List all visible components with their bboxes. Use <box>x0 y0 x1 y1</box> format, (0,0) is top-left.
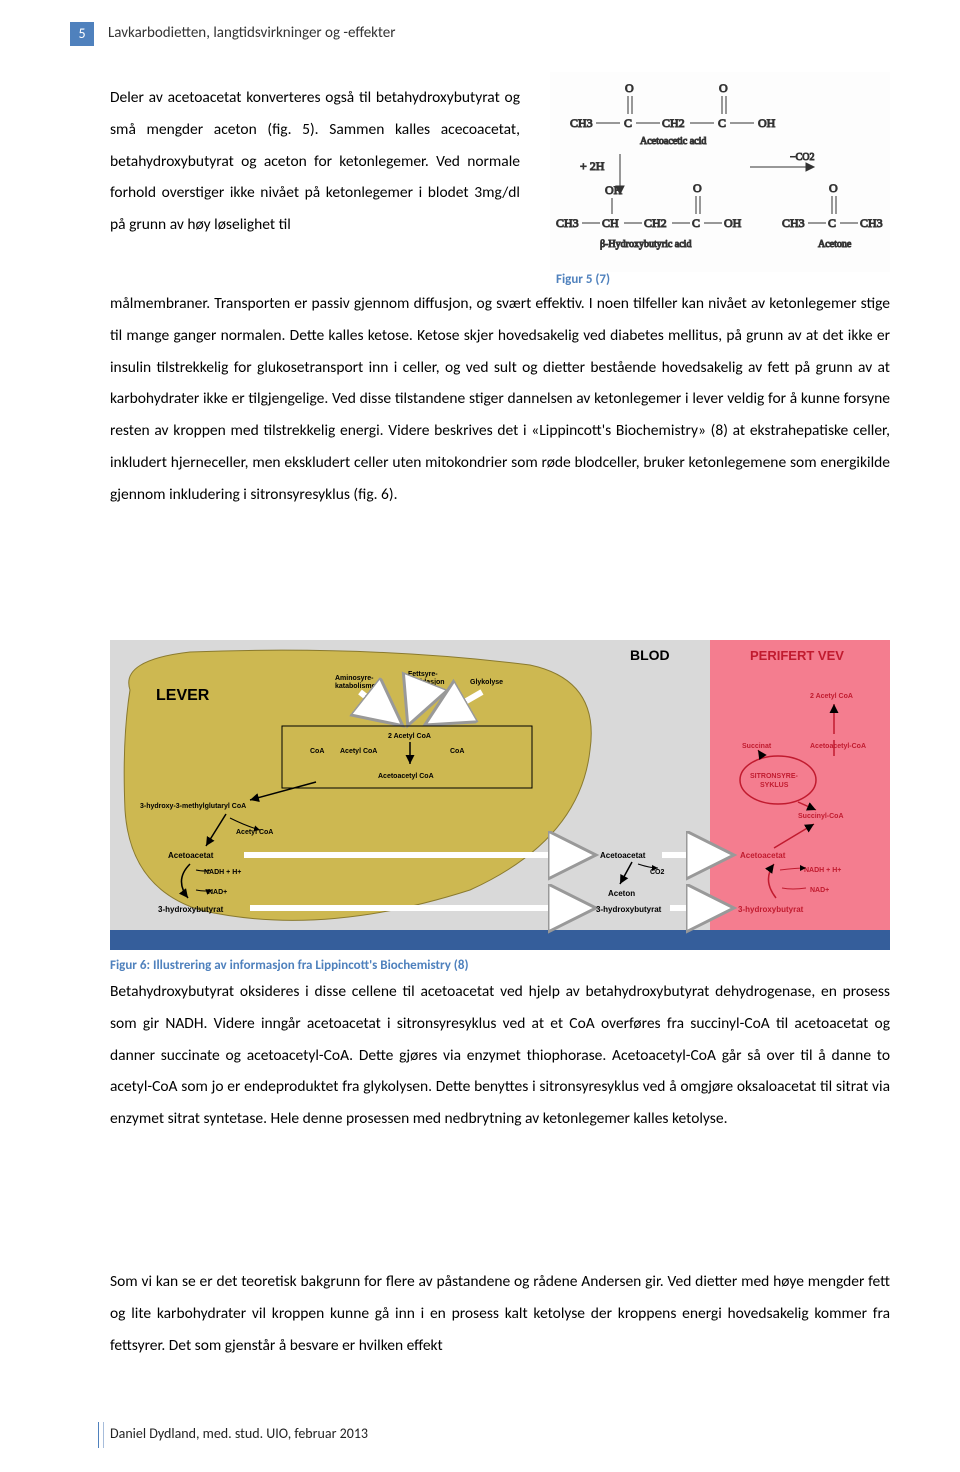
plus-2h: + 2H <box>580 159 605 173</box>
bhb-label: β-Hydroxybutyric acid <box>600 239 691 250</box>
chem-ch2: CH2 <box>644 216 667 230</box>
chem-ch3: CH3 <box>860 216 883 230</box>
perifert-label: PERIFERT VEV <box>750 648 844 663</box>
footer-text: Daniel Dydland, med. stud. UIO, februar … <box>110 1425 368 1442</box>
chem-ch2: CH2 <box>662 116 685 130</box>
paragraph-1a: Deler av acetoacetat konverteres også ti… <box>110 82 520 241</box>
chem-ch: CH <box>602 216 619 230</box>
chem-c: C <box>828 216 836 230</box>
chem-o: O <box>829 181 838 195</box>
chem-oh: OH <box>605 183 623 197</box>
acetylcoa-out: Acetyl CoA <box>236 829 273 836</box>
hmg-label: 3-hydroxy-3-methylglutaryl CoA <box>140 803 246 810</box>
footer-accent <box>98 1422 104 1448</box>
coa-l: CoA <box>310 748 324 755</box>
bhb3-l: 3-hydroxybutyrat <box>158 905 224 914</box>
nadhh-r: NADH + H+ <box>804 867 841 874</box>
acetoacetat-b: Acetoacetat <box>600 851 646 860</box>
figure-6-caption: Figur 6: Illustrering av informasjon fra… <box>110 958 469 973</box>
acetylcoa-l: Acetyl CoA <box>340 748 377 755</box>
chem-oh: OH <box>758 116 776 130</box>
blod-label: BLOD <box>630 647 670 663</box>
chem-c: C <box>718 116 726 130</box>
coa-r: CoA <box>450 748 464 755</box>
chem-oh: OH <box>724 216 742 230</box>
chem-ch3: CH3 <box>782 216 805 230</box>
chem-o: O <box>719 81 728 95</box>
nad-r: NAD+ <box>810 887 829 894</box>
chem-o: O <box>625 81 634 95</box>
chem-c: C <box>624 116 632 130</box>
tissue-shape <box>710 640 890 930</box>
minus-co2: −CO2 <box>790 152 815 163</box>
paragraph-3: Som vi kan se er det teoretisk bakgrunn … <box>110 1266 890 1361</box>
chem-ch3: CH3 <box>570 116 593 130</box>
acetyl2-label: 2 Acetyl CoA <box>388 733 431 740</box>
acetone-label: Acetone <box>818 239 852 250</box>
fig6-bottom-bar <box>110 930 890 950</box>
chem-ch3: CH3 <box>556 216 579 230</box>
page-number: 5 <box>70 22 94 46</box>
glyk-label: Glykolyse <box>470 679 503 686</box>
paragraph-2: Betahydroxybutyrat oksideres i disse cel… <box>110 976 890 1135</box>
succinyl-label: Succinyl-CoA <box>798 813 844 820</box>
running-header: Lavkarbodietten, langtidsvirkninger og -… <box>108 24 395 42</box>
co2-label: CO2 <box>650 869 665 876</box>
acetoacetyl-label: Acetoacetyl-CoA <box>810 743 866 750</box>
chem-c: C <box>692 216 700 230</box>
bhb3-b: 3-hydroxybutyrat <box>596 905 662 914</box>
figure-6: LEVER BLOD PERIFERT VEV Aminosyre-katabo… <box>110 640 890 950</box>
lever-label: LEVER <box>156 687 210 704</box>
acetyl2r-label: 2 Acetyl CoA <box>810 693 853 700</box>
paragraph-1b: målmembraner. Transporten er passiv gjen… <box>110 288 890 510</box>
figure-5-caption: Figur 5 (7) <box>556 272 610 287</box>
acetoacetat-l: Acetoacetat <box>168 851 214 860</box>
bhb3-r: 3-hydroxybutyrat <box>738 905 804 914</box>
figure-5: CH3 C O CH2 C O OH Acetoacetic acid + 2H… <box>550 72 890 272</box>
acetoacetylcoa-label: Acetoacetyl CoA <box>378 773 434 780</box>
aceton-label: Aceton <box>608 889 635 898</box>
acetoacetat-r: Acetoacetat <box>740 851 786 860</box>
acetoacetic-label: Acetoacetic acid <box>640 136 706 147</box>
amino-label: Aminosyre-katabolisme <box>335 675 376 690</box>
chem-o: O <box>693 181 702 195</box>
succinat-label: Succinat <box>742 743 772 750</box>
